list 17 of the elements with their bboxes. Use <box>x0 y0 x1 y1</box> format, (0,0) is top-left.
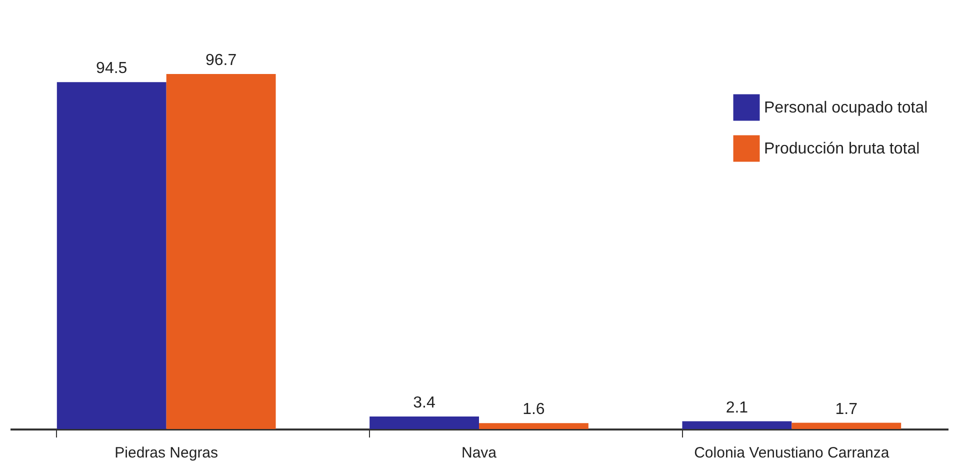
bar <box>682 421 792 429</box>
data-label: 94.5 <box>96 60 128 78</box>
data-label: 1.6 <box>522 401 545 418</box>
data-label: 96.7 <box>205 52 237 69</box>
bar <box>479 423 588 429</box>
bar <box>792 422 902 429</box>
data-label: 2.1 <box>726 399 748 416</box>
x-tick-label: Nava <box>461 444 498 462</box>
x-tick-label: Piedras Negras <box>114 444 218 462</box>
bar <box>370 416 479 429</box>
data-label: 1.7 <box>835 400 858 418</box>
legend-label: Producción bruta total <box>764 140 920 158</box>
bar <box>56 82 166 429</box>
bar <box>166 74 276 429</box>
data-label: 3.4 <box>413 394 436 412</box>
legend-label: Personal ocupado total <box>764 100 928 116</box>
x-tick-label: Colonia Venustiano Carranza <box>694 444 890 462</box>
